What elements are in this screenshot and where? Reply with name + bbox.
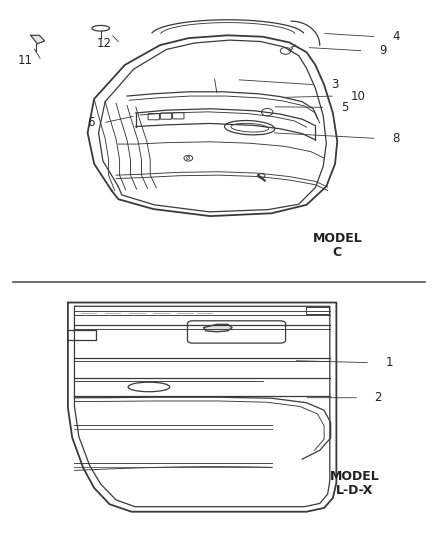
Text: ø: ø xyxy=(186,155,191,161)
Text: C: C xyxy=(333,246,342,260)
Text: 12: 12 xyxy=(97,37,112,50)
Text: 6: 6 xyxy=(87,116,94,130)
Text: 2: 2 xyxy=(374,391,382,404)
Text: 1: 1 xyxy=(385,356,393,369)
Text: 9: 9 xyxy=(379,44,386,58)
Text: 8: 8 xyxy=(392,132,399,145)
Text: 4: 4 xyxy=(392,30,399,43)
Bar xyxy=(306,307,328,314)
Polygon shape xyxy=(31,35,45,44)
Text: L-D-X: L-D-X xyxy=(336,484,374,497)
Text: 11: 11 xyxy=(18,54,33,67)
Polygon shape xyxy=(204,324,232,332)
Text: MODEL: MODEL xyxy=(330,470,380,483)
Text: 10: 10 xyxy=(350,90,365,102)
Text: 5: 5 xyxy=(341,101,348,114)
Text: MODEL: MODEL xyxy=(312,232,362,245)
Text: 3: 3 xyxy=(331,78,338,91)
Circle shape xyxy=(258,174,265,178)
